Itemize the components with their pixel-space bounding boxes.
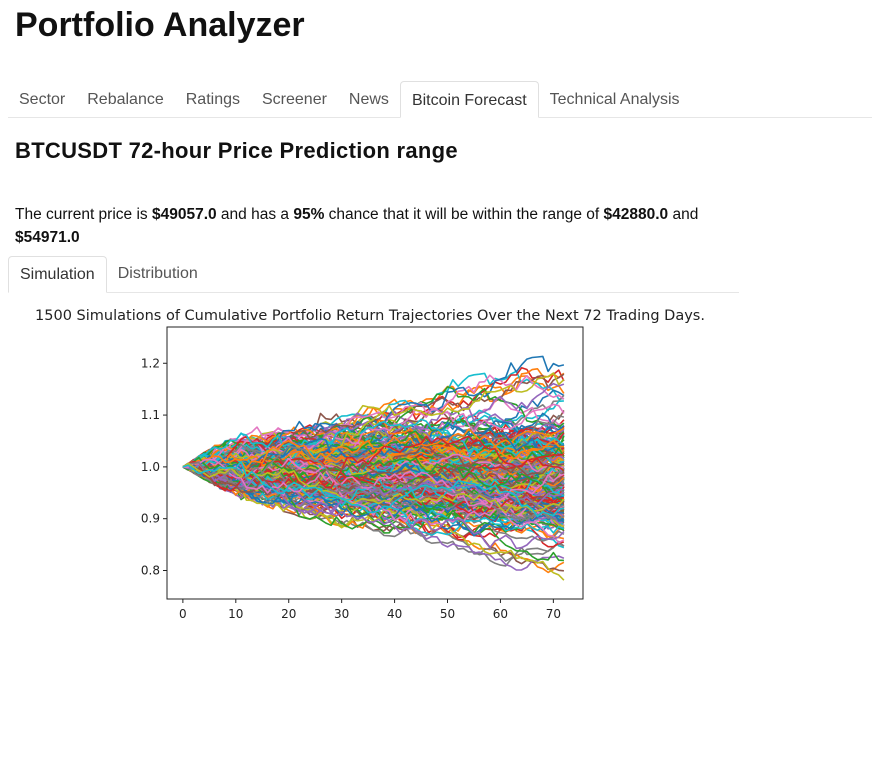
tab-distribution[interactable]: Distribution bbox=[117, 265, 198, 282]
x-tick-label: 40 bbox=[387, 607, 402, 621]
simulation-trajectory bbox=[182, 426, 565, 478]
x-tick-label: 70 bbox=[546, 607, 561, 621]
summary-text-2: and has a bbox=[216, 206, 294, 223]
summary-text-3: chance that it will be within the range … bbox=[324, 206, 604, 223]
summary-text-1: The current price is bbox=[15, 206, 152, 223]
tab-news[interactable]: News bbox=[348, 91, 389, 108]
simulation-trajectory bbox=[182, 403, 565, 469]
x-tick-label: 60 bbox=[493, 607, 508, 621]
x-tick-label: 20 bbox=[281, 607, 296, 621]
simulation-chart: 1500 Simulations of Cumulative Portfolio… bbox=[15, 300, 735, 630]
main-tab-bar: Sector Rebalance Ratings Screener News B… bbox=[8, 80, 872, 118]
simulation-trajectory bbox=[182, 456, 565, 493]
section-heading: BTCUSDT 72-hour Price Prediction range bbox=[15, 138, 458, 163]
simulation-chart-svg: 1500 Simulations of Cumulative Portfolio… bbox=[35, 308, 705, 621]
prediction-summary: The current price is $49057.0 and has a … bbox=[15, 203, 745, 249]
y-tick-label: 0.8 bbox=[141, 564, 160, 578]
y-axis: 0.8 0.9 1.0 1.1 1.2 bbox=[141, 356, 167, 578]
y-tick-label: 1.2 bbox=[141, 356, 160, 370]
tab-ratings[interactable]: Ratings bbox=[185, 91, 240, 108]
simulation-trajectory bbox=[182, 462, 565, 514]
summary-text-4: and bbox=[668, 206, 699, 223]
tab-bitcoin-forecast[interactable]: Bitcoin Forecast bbox=[399, 81, 539, 118]
simulation-trajectory bbox=[182, 460, 565, 550]
y-tick-label: 1.1 bbox=[141, 408, 160, 422]
app-title: Portfolio Analyzer bbox=[15, 6, 305, 44]
x-tick-label: 0 bbox=[179, 607, 187, 621]
x-tick-label: 50 bbox=[440, 607, 455, 621]
simulation-trajectory bbox=[182, 372, 565, 472]
simulation-trajectory bbox=[182, 460, 565, 518]
y-tick-label: 1.0 bbox=[141, 460, 160, 474]
lower-bound-value: $42880.0 bbox=[603, 206, 669, 223]
trajectory-lines bbox=[182, 355, 565, 581]
upper-bound-value: $54971.0 bbox=[15, 229, 80, 246]
y-tick-label: 0.9 bbox=[141, 512, 160, 526]
tab-simulation[interactable]: Simulation bbox=[8, 256, 107, 293]
simulation-trajectory bbox=[182, 435, 565, 492]
confidence-value: 95% bbox=[293, 206, 325, 223]
sub-tab-bar: Simulation Distribution bbox=[8, 256, 739, 293]
simulation-trajectory bbox=[182, 428, 564, 470]
simulation-trajectory bbox=[182, 443, 565, 481]
tab-sector[interactable]: Sector bbox=[19, 91, 66, 108]
tab-rebalance[interactable]: Rebalance bbox=[87, 91, 164, 108]
tab-technical-analysis[interactable]: Technical Analysis bbox=[549, 91, 680, 108]
x-tick-label: 10 bbox=[228, 607, 243, 621]
plot-frame bbox=[166, 326, 584, 600]
simulation-trajectory bbox=[182, 427, 565, 469]
current-price-value: $49057.0 bbox=[151, 206, 217, 223]
tab-screener[interactable]: Screener bbox=[262, 91, 327, 108]
x-tick-label: 30 bbox=[334, 607, 349, 621]
chart-title: 1500 Simulations of Cumulative Portfolio… bbox=[35, 308, 705, 324]
x-axis: 0 10 20 30 40 50 60 70 bbox=[179, 599, 561, 621]
